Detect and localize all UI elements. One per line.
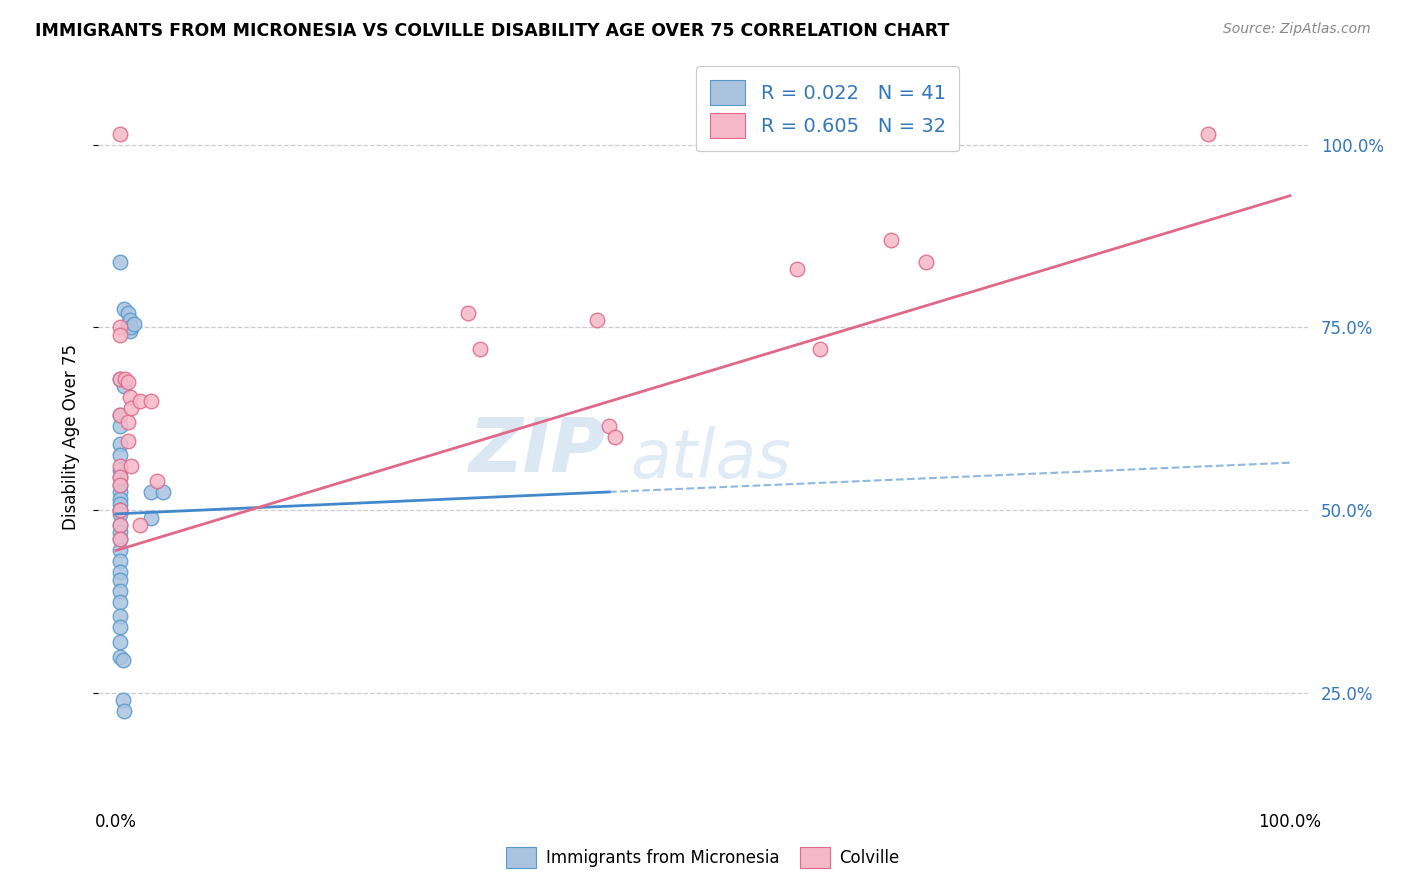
Point bbox=[108, 620, 131, 634]
Point bbox=[108, 525, 131, 540]
Point bbox=[108, 477, 131, 491]
Point bbox=[786, 261, 808, 276]
Point bbox=[114, 371, 136, 385]
Text: atlas: atlas bbox=[630, 426, 792, 492]
Point bbox=[108, 437, 131, 451]
Point bbox=[108, 583, 131, 598]
Point bbox=[598, 419, 620, 434]
Point bbox=[108, 594, 131, 608]
Point bbox=[141, 393, 163, 408]
Point bbox=[146, 474, 169, 488]
Point bbox=[108, 470, 131, 484]
Point bbox=[108, 517, 131, 532]
Point bbox=[108, 517, 131, 532]
Point bbox=[108, 327, 131, 342]
Y-axis label: Disability Age Over 75: Disability Age Over 75 bbox=[62, 344, 80, 530]
Point bbox=[120, 313, 142, 327]
Point bbox=[108, 408, 131, 422]
Point bbox=[108, 371, 131, 385]
Point bbox=[108, 566, 131, 580]
Point bbox=[586, 313, 609, 327]
Point bbox=[112, 301, 135, 317]
Point bbox=[880, 233, 903, 247]
Point bbox=[108, 320, 131, 334]
Legend: R = 0.022   N = 41, R = 0.605   N = 32: R = 0.022 N = 41, R = 0.605 N = 32 bbox=[696, 66, 959, 152]
Point bbox=[108, 470, 131, 484]
Point bbox=[112, 693, 135, 707]
Point bbox=[468, 343, 491, 357]
Point bbox=[108, 533, 131, 547]
Point bbox=[122, 317, 145, 331]
Point bbox=[108, 635, 131, 649]
Point bbox=[457, 306, 479, 320]
Point bbox=[120, 390, 142, 404]
Point bbox=[112, 705, 135, 719]
Text: Source: ZipAtlas.com: Source: ZipAtlas.com bbox=[1223, 22, 1371, 37]
Point bbox=[141, 485, 163, 500]
Point bbox=[120, 459, 142, 474]
Point bbox=[117, 317, 139, 331]
Point bbox=[108, 449, 131, 463]
Point bbox=[120, 320, 142, 334]
Point bbox=[808, 343, 831, 357]
Point bbox=[108, 503, 131, 517]
Legend: Immigrants from Micronesia, Colville: Immigrants from Micronesia, Colville bbox=[499, 840, 907, 875]
Point bbox=[120, 401, 142, 415]
Point bbox=[128, 517, 150, 532]
Point bbox=[152, 485, 174, 500]
Point bbox=[108, 459, 131, 474]
Point bbox=[108, 419, 131, 434]
Point bbox=[1197, 127, 1219, 141]
Point bbox=[915, 254, 938, 268]
Text: ZIP: ZIP bbox=[470, 415, 606, 488]
Point bbox=[117, 434, 139, 448]
Point bbox=[108, 497, 131, 511]
Point bbox=[108, 463, 131, 477]
Point bbox=[108, 507, 131, 521]
Point bbox=[108, 609, 131, 624]
Point bbox=[108, 477, 131, 491]
Point bbox=[108, 533, 131, 547]
Point bbox=[108, 649, 131, 664]
Point bbox=[108, 371, 131, 385]
Point bbox=[128, 393, 150, 408]
Point bbox=[108, 492, 131, 507]
Point bbox=[108, 503, 131, 517]
Point bbox=[108, 408, 131, 422]
Point bbox=[141, 510, 163, 524]
Point bbox=[117, 416, 139, 430]
Point bbox=[108, 485, 131, 500]
Point bbox=[112, 653, 135, 667]
Point bbox=[108, 573, 131, 587]
Point bbox=[108, 554, 131, 568]
Point bbox=[120, 324, 142, 338]
Point bbox=[108, 127, 131, 141]
Text: IMMIGRANTS FROM MICRONESIA VS COLVILLE DISABILITY AGE OVER 75 CORRELATION CHART: IMMIGRANTS FROM MICRONESIA VS COLVILLE D… bbox=[35, 22, 949, 40]
Point bbox=[108, 254, 131, 268]
Point bbox=[117, 306, 139, 320]
Point bbox=[117, 375, 139, 389]
Point bbox=[603, 430, 626, 444]
Point bbox=[108, 543, 131, 558]
Point bbox=[112, 379, 135, 393]
